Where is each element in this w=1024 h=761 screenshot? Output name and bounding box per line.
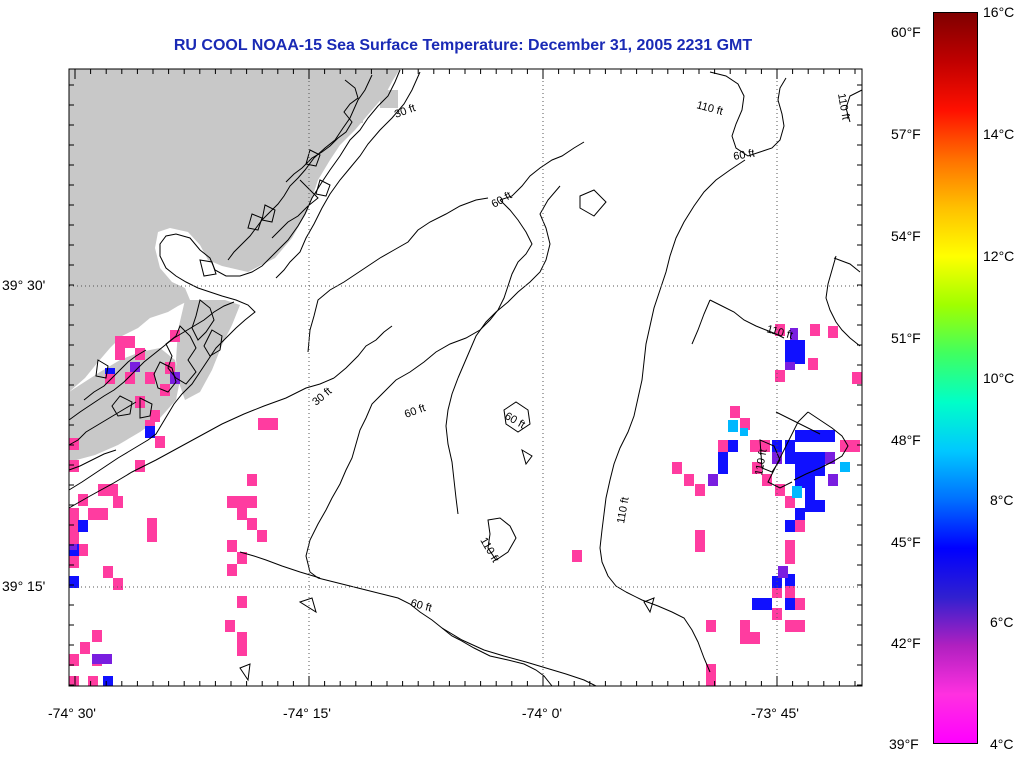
contour-label: 110 ft <box>615 496 631 524</box>
celsius-label: 14°C <box>983 126 1015 142</box>
fahrenheit-label: 45°F <box>891 534 921 550</box>
contour-label: 60 ft <box>490 190 515 211</box>
contour-label: 30 ft <box>310 385 334 408</box>
color-scale-bar <box>933 12 978 744</box>
contour-label: 60 ft <box>732 147 755 163</box>
fahrenheit-label: 42°F <box>891 635 921 651</box>
contour-label: 110 ft <box>765 323 794 342</box>
map-title: RU COOL NOAA-15 Sea Surface Temperature:… <box>173 37 753 54</box>
celsius-label: 12°C <box>983 248 1015 264</box>
contour-label: 60 ft <box>403 402 427 421</box>
lat-label: 39° 15' <box>2 578 46 594</box>
celsius-label: 4°C <box>990 736 1014 752</box>
fahrenheit-label: 48°F <box>891 432 921 448</box>
contour-label: 110 ft <box>695 99 724 118</box>
lat-label: 39° 30' <box>2 277 46 293</box>
contour-label: 110 ft <box>835 92 851 120</box>
coastline <box>68 69 401 491</box>
celsius-label: 8°C <box>990 492 1014 508</box>
celsius-label: 10°C <box>983 370 1015 386</box>
celsius-label: 6°C <box>990 614 1014 630</box>
fahrenheit-label: 39°F <box>889 736 919 752</box>
lon-label: -74° 0' <box>521 705 563 721</box>
axis-ticks <box>69 69 862 686</box>
fahrenheit-label: 54°F <box>891 228 921 244</box>
depth-contours <box>68 71 863 687</box>
fahrenheit-label: 57°F <box>891 126 921 142</box>
contour-label: 110 ft <box>477 536 501 565</box>
contour-labels: 30 ft 60 ft 60 ft 110 ft 110 ft 110 ft 6… <box>310 92 851 614</box>
lon-label: -73° 45' <box>751 705 799 721</box>
fahrenheit-label: 51°F <box>891 330 921 346</box>
map-grid <box>69 69 862 686</box>
lon-label: -74° 15' <box>283 705 331 721</box>
contour-label: 60 ft <box>409 597 433 614</box>
celsius-label: 16°C <box>983 4 1015 20</box>
contour-label: 110 ft <box>753 448 769 476</box>
land-mask <box>69 69 400 462</box>
lon-label: -74° 30' <box>48 705 96 721</box>
fahrenheit-label: 60°F <box>891 24 921 40</box>
